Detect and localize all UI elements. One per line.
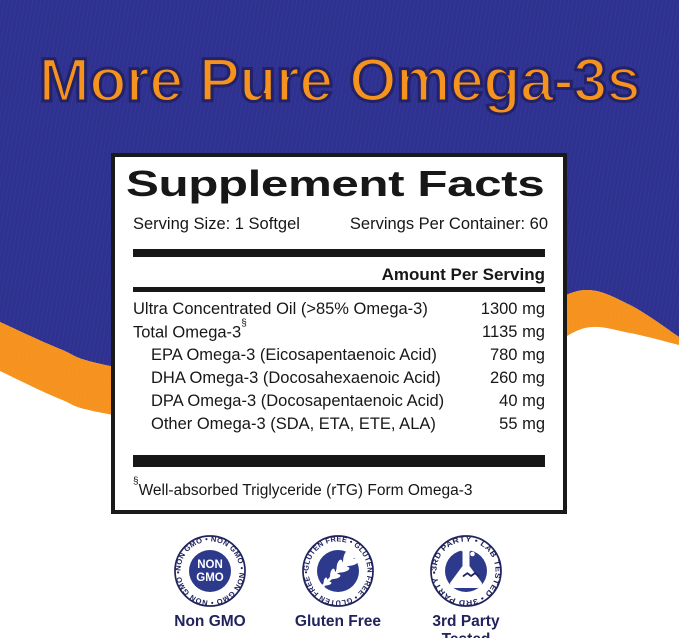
svg-text:GMO: GMO [196,572,224,584]
svg-text:NON: NON [197,559,223,571]
